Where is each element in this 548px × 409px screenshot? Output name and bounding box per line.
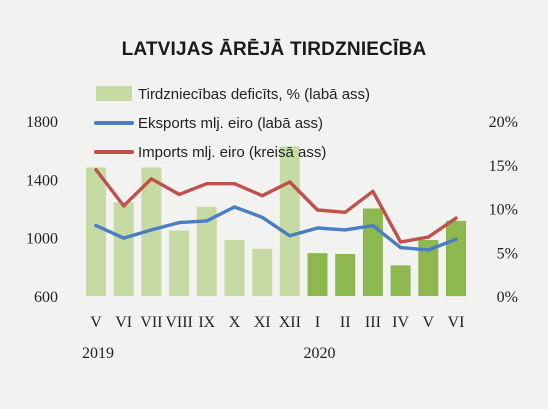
deficit-bar-xii-7	[279, 146, 300, 296]
lines-layer	[94, 167, 458, 252]
deficit-bar-v-12	[418, 240, 439, 296]
x-tick-i-8: I	[315, 314, 320, 331]
exports-point-2	[149, 228, 153, 232]
imports-point-6	[260, 194, 264, 198]
deficit-bar-ix-4	[196, 206, 217, 297]
left-axis: 600 1000 1400 1800	[26, 114, 58, 306]
exports-point-12	[426, 248, 430, 252]
imports-point-10	[371, 189, 375, 193]
exports-point-6	[260, 215, 264, 219]
imports-point-8	[315, 208, 320, 212]
x-tick-viii-3: VIII	[165, 314, 193, 331]
deficit-bar-iv-11	[390, 265, 411, 296]
left-axis-tick-1800: 1800	[26, 114, 58, 131]
legend-swatch-deficit	[96, 86, 132, 101]
x-tick-x-5: X	[229, 314, 241, 331]
exports-point-10	[371, 224, 375, 228]
deficit-bar-vii-2	[141, 167, 162, 296]
exports-point-11	[399, 246, 403, 250]
imports-line	[94, 167, 458, 244]
left-axis-tick-1000: 1000	[26, 231, 58, 248]
legend-label-deficit: Tirdzniecības deficīts, % (labā ass)	[138, 86, 370, 103]
x-tick-ix-4: IX	[198, 314, 215, 331]
year-label-2019: 2019	[82, 345, 114, 362]
imports-point-4	[205, 182, 209, 186]
chart-title: LATVIJAS ĀRĒJĀ TIRDZNIECĪBA	[122, 39, 427, 60]
exports-point-7	[288, 234, 292, 238]
deficit-bar-x-5	[224, 240, 245, 296]
exports-point-4	[205, 219, 209, 223]
legend: Tirdzniecības deficīts, % (labā ass) Eksp…	[94, 86, 370, 161]
year-label-2020: 2020	[304, 345, 336, 362]
imports-point-1	[122, 204, 126, 208]
right-axis-tick-0: 0%	[497, 289, 518, 306]
imports-point-12	[426, 235, 430, 239]
imports-point-3	[177, 192, 181, 196]
imports-point-11	[399, 240, 403, 244]
right-axis-tick-5: 5%	[497, 245, 518, 262]
x-tick-vi-13: VI	[448, 314, 465, 331]
exports-point-1	[122, 236, 126, 240]
deficit-bar-i-8	[307, 253, 328, 296]
x-tick-iii-10: III	[365, 314, 381, 331]
exports-line	[94, 205, 458, 252]
deficit-bar-xi-6	[252, 248, 273, 297]
x-tick-ii-9: II	[340, 314, 351, 331]
x-tick-xii-7: XII	[279, 314, 301, 331]
right-axis-tick-20: 20%	[489, 114, 518, 131]
x-tick-v-0: V	[90, 314, 102, 331]
x-tick-xi-6: XI	[254, 314, 271, 331]
deficit-bar-iii-10	[362, 208, 383, 296]
deficit-bar-viii-3	[169, 230, 190, 296]
exports-point-3	[177, 221, 181, 225]
right-axis: 0% 5% 10% 15% 20%	[489, 114, 518, 306]
imports-point-5	[232, 182, 237, 186]
legend-label-exports: Eksports mlj. eiro (labā ass)	[138, 115, 323, 132]
deficit-bar-ii-9	[335, 254, 356, 296]
imports-point-0	[94, 168, 98, 172]
x-tick-iv-11: IV	[392, 314, 409, 331]
imports-point-7	[288, 180, 292, 184]
exports-point-13	[454, 237, 458, 241]
bars-layer	[86, 146, 466, 297]
exports-point-8	[315, 226, 320, 230]
deficit-bar-vi-1	[113, 202, 134, 296]
exports-point-5	[232, 205, 237, 209]
left-axis-tick-600: 600	[34, 289, 58, 306]
deficit-bar-v-0	[86, 167, 106, 296]
right-axis-tick-10: 10%	[489, 202, 518, 219]
exports-point-0	[94, 224, 98, 228]
right-axis-tick-15: 15%	[489, 158, 518, 175]
legend-label-imports: Imports mlj. eiro (kreisā ass)	[138, 144, 326, 161]
exports-point-9	[343, 228, 347, 232]
imports-point-2	[149, 177, 153, 181]
imports-point-9	[343, 210, 347, 214]
x-tick-vii-2: VII	[140, 314, 162, 331]
left-axis-tick-1400: 1400	[26, 172, 58, 189]
imports-point-13	[454, 216, 458, 220]
x-tick-vi-1: VI	[115, 314, 132, 331]
x-tick-v-12: V	[423, 314, 435, 331]
deficit-bar-vi-13	[446, 220, 466, 297]
